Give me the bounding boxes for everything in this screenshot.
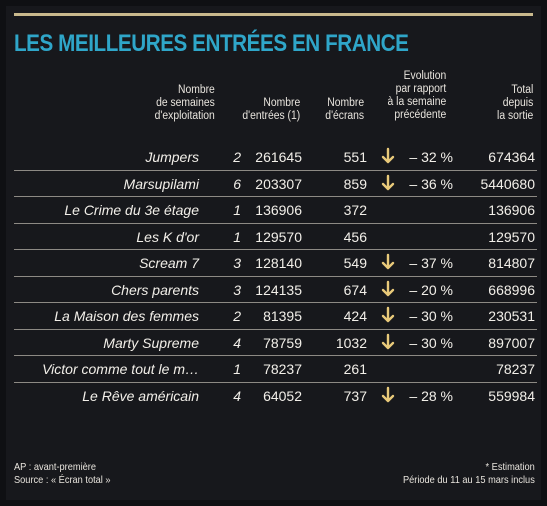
evolution-cell: – 37 % xyxy=(409,255,453,271)
table-row: Chers parents 3 124135 674 – 20 % 668996 xyxy=(14,277,537,303)
film-title: Le Crime du 3e étage xyxy=(64,202,199,218)
table-row: Marty Supreme 4 78759 1032 – 30 % 897007 xyxy=(14,330,537,356)
down-arrow-icon xyxy=(381,253,395,270)
panel xyxy=(6,6,541,500)
screens-cell: 261 xyxy=(343,361,367,377)
total-cell: 5440680 xyxy=(480,175,535,192)
screens-cell: 551 xyxy=(343,149,367,165)
header-screens: Nombre d'écrans xyxy=(325,97,364,122)
total-cell: 559984 xyxy=(488,387,535,404)
film-title: Victor comme tout le m… xyxy=(42,361,199,377)
row-separator xyxy=(14,196,537,197)
table-row: Le Crime du 3e étage 1 136906 372 136906 xyxy=(14,197,537,223)
down-arrow-icon xyxy=(381,386,395,402)
evolution-cell: – 20 % xyxy=(409,281,453,298)
film-title: Chers parents xyxy=(111,281,199,298)
weeks-cell: 1 xyxy=(233,228,241,245)
screens-cell: 372 xyxy=(343,202,367,218)
row-separator xyxy=(14,249,537,250)
entries-cell: 129570 xyxy=(255,228,302,245)
table-row: Les K d'or 1 129570 456 129570 xyxy=(14,224,537,250)
film-title: Marsupilami xyxy=(123,175,199,192)
top-rule xyxy=(14,13,533,16)
table-row: Victor comme tout le m… 1 78237 261 78237 xyxy=(14,356,537,382)
table-row: Le Rêve américain 4 64052 737 – 28 % 559984 xyxy=(14,383,537,409)
entries-cell: 136906 xyxy=(255,202,302,218)
weeks-cell: 3 xyxy=(233,255,241,271)
weeks-cell: 2 xyxy=(233,149,241,165)
header-weeks: Nombre de semaines d'exploitation xyxy=(154,84,215,122)
weeks-cell: 4 xyxy=(233,387,241,404)
table-row: Scream 7 3 128140 549 – 37 % 814807 xyxy=(14,250,537,276)
film-title: Marty Supreme xyxy=(103,334,199,351)
total-cell: 897007 xyxy=(488,334,535,351)
table-row: Marsupilami 6 203307 859 – 36 % 5440680 xyxy=(14,171,537,197)
weeks-cell: 2 xyxy=(233,308,241,324)
header-total: Total depuis la sortie xyxy=(496,84,533,122)
screens-cell: 456 xyxy=(343,228,367,245)
down-arrow-icon xyxy=(381,280,395,296)
film-title: Jumpers xyxy=(145,149,199,165)
header-entries: Nombre d'entrées (1) xyxy=(242,97,300,122)
down-arrow-icon xyxy=(381,147,395,164)
evolution-cell: – 28 % xyxy=(409,387,453,404)
total-cell: 814807 xyxy=(488,255,535,271)
total-cell: 668996 xyxy=(488,281,535,298)
header-evolution: Evolution par rapport à la semaine précéden… xyxy=(387,70,446,121)
screens-cell: 549 xyxy=(343,255,367,271)
evolution-cell: – 30 % xyxy=(409,334,453,351)
row-separator xyxy=(14,275,537,277)
total-cell: 129570 xyxy=(488,228,535,245)
row-separator xyxy=(14,302,537,303)
footer-right: * Estimation Période du 11 au 15 mars inc… xyxy=(403,461,535,486)
weeks-cell: 6 xyxy=(233,175,241,192)
film-title: La Maison des femmes xyxy=(54,308,199,324)
down-arrow-icon xyxy=(381,174,395,190)
entries-cell: 64052 xyxy=(263,387,302,404)
weeks-cell: 1 xyxy=(233,202,241,218)
entries-cell: 78237 xyxy=(263,361,302,377)
evolution-cell: – 36 % xyxy=(409,175,453,192)
down-arrow-icon xyxy=(381,306,395,323)
screens-cell: 737 xyxy=(343,387,367,404)
total-cell: 230531 xyxy=(488,308,535,324)
entries-cell: 81395 xyxy=(263,308,302,324)
entries-cell: 78759 xyxy=(263,334,302,351)
row-separator xyxy=(14,328,537,330)
entries-cell: 261645 xyxy=(255,149,302,165)
screens-cell: 674 xyxy=(343,281,367,298)
evolution-cell: – 30 % xyxy=(409,308,453,324)
screens-cell: 1032 xyxy=(335,334,367,351)
evolution-cell: – 32 % xyxy=(409,149,453,165)
total-cell: 78237 xyxy=(496,361,535,377)
weeks-cell: 3 xyxy=(233,281,241,298)
page-title: LES MEILLEURES ENTRÉES EN FRANCE xyxy=(14,30,409,57)
film-title: Scream 7 xyxy=(139,255,199,271)
footer-left: AP : avant-première Source : « Écran tota… xyxy=(14,461,111,486)
table-row: Jumpers 2 261645 551 – 32 % 674364 xyxy=(14,144,537,170)
entries-cell: 128140 xyxy=(255,255,302,271)
total-cell: 136906 xyxy=(488,202,535,218)
screens-cell: 424 xyxy=(343,308,367,324)
row-separator xyxy=(14,169,537,171)
total-cell: 674364 xyxy=(488,149,535,165)
film-title: Les K d'or xyxy=(136,228,199,245)
screens-cell: 859 xyxy=(343,175,367,192)
down-arrow-icon xyxy=(381,333,395,349)
weeks-cell: 4 xyxy=(233,334,241,351)
film-title: Le Rêve américain xyxy=(82,387,199,404)
row-separator xyxy=(14,222,537,224)
row-separator xyxy=(14,355,537,356)
weeks-cell: 1 xyxy=(233,361,241,377)
entries-cell: 124135 xyxy=(255,281,302,298)
row-separator xyxy=(14,381,537,383)
table-row: La Maison des femmes 2 81395 424 – 30 % 23053… xyxy=(14,303,537,329)
entries-cell: 203307 xyxy=(255,175,302,192)
